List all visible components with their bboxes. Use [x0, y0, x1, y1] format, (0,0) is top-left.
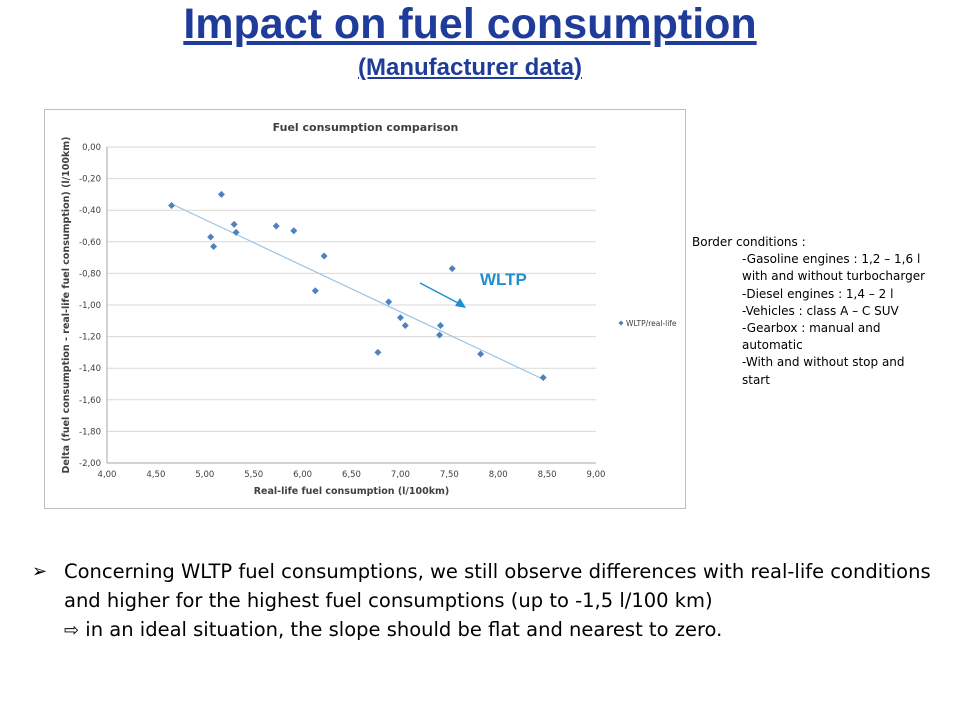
- chart-container: 0,00 -0,20 -0,40 -0,60 -0,80 -1,00 -1,20 -1,40 -…: [44, 109, 686, 509]
- bullet-line-2: in an ideal situation, the slope should …: [85, 618, 723, 641]
- x-tick-label: 8,00: [489, 470, 508, 480]
- x-tick-label: 5,00: [195, 470, 214, 480]
- x-tick-label: 4,00: [98, 470, 117, 480]
- legend-label: WLTP/real-life: [626, 319, 677, 328]
- y-tick-label: 0,00: [82, 143, 101, 153]
- x-axis-title: Real-life fuel consumption (l/100km): [254, 486, 450, 497]
- x-tick-label: 6,00: [293, 470, 312, 480]
- data-point: [539, 374, 547, 382]
- wltp-annotation: WLTP: [480, 270, 527, 289]
- bullet-arrow-icon: ➢: [32, 561, 48, 582]
- x-tick-label: 7,00: [391, 470, 410, 480]
- border-conditions: Border conditions : -Gasoline engines : …: [692, 234, 932, 389]
- x-tick-label: 9,00: [587, 470, 606, 480]
- data-point: [210, 243, 218, 251]
- y-axis-title: Delta (fuel consumption - real-life fuel…: [61, 136, 72, 473]
- data-point: [436, 322, 444, 330]
- x-tick-label: 7,50: [440, 470, 459, 480]
- page-subtitle: (Manufacturer data): [357, 54, 583, 81]
- y-tick-label: -0,80: [79, 269, 101, 279]
- data-point: [207, 233, 215, 241]
- y-tick-label: -1,00: [79, 301, 101, 311]
- trendline: [171, 203, 544, 380]
- data-point: [272, 222, 280, 230]
- y-tick-label: -0,20: [79, 175, 101, 185]
- y-tick-label: -1,60: [79, 396, 101, 406]
- y-tick-label: -0,40: [79, 206, 101, 216]
- y-tick-label: -1,80: [79, 427, 101, 437]
- condition-item: -With and without stop and start: [742, 355, 905, 387]
- data-point: [290, 227, 298, 235]
- page-title: Impact on fuel consumption: [183, 0, 757, 48]
- data-point: [448, 265, 456, 273]
- data-point: [232, 228, 240, 236]
- data-point: [396, 314, 404, 322]
- x-tick-label: 5,50: [244, 470, 263, 480]
- condition-item: -Vehicles : class A – C SUV: [742, 303, 899, 318]
- y-tick-label: -1,20: [79, 333, 101, 343]
- implies-arrow-icon: ⇨: [64, 620, 80, 641]
- legend-marker: [618, 320, 624, 326]
- condition-item: -Diesel engines : 1,4 – 2 l: [742, 286, 894, 301]
- data-point: [477, 350, 485, 358]
- y-tick-label: -2,00: [79, 459, 101, 469]
- conditions-heading: Border conditions :: [692, 235, 806, 249]
- data-point: [385, 298, 393, 306]
- y-tick-label: -1,40: [79, 364, 101, 374]
- bullet-line-1: Concerning WLTP fuel consumptions, we st…: [64, 560, 931, 612]
- data-point: [230, 220, 238, 228]
- data-point: [401, 322, 409, 330]
- data-point: [217, 190, 225, 198]
- x-tick-label: 6,50: [342, 470, 361, 480]
- data-point: [311, 287, 319, 295]
- bullet-text: Concerning WLTP fuel consumptions, we st…: [64, 557, 934, 645]
- data-point: [168, 201, 176, 209]
- data-point: [320, 252, 328, 260]
- condition-item: -Gearbox : manual and automatic: [742, 321, 881, 353]
- data-point: [374, 348, 382, 356]
- y-tick-label: -0,60: [79, 238, 101, 248]
- x-tick-label: 8,50: [538, 470, 557, 480]
- chart-title: Fuel consumption comparison: [273, 121, 459, 134]
- x-tick-label: 4,50: [146, 470, 165, 480]
- condition-item: -Gasoline engines : 1,2 – 1,6 l with and…: [742, 252, 926, 284]
- data-point: [436, 331, 444, 339]
- scatter-chart: 0,00 -0,20 -0,40 -0,60 -0,80 -1,00 -1,20 -1,40 -…: [61, 121, 677, 497]
